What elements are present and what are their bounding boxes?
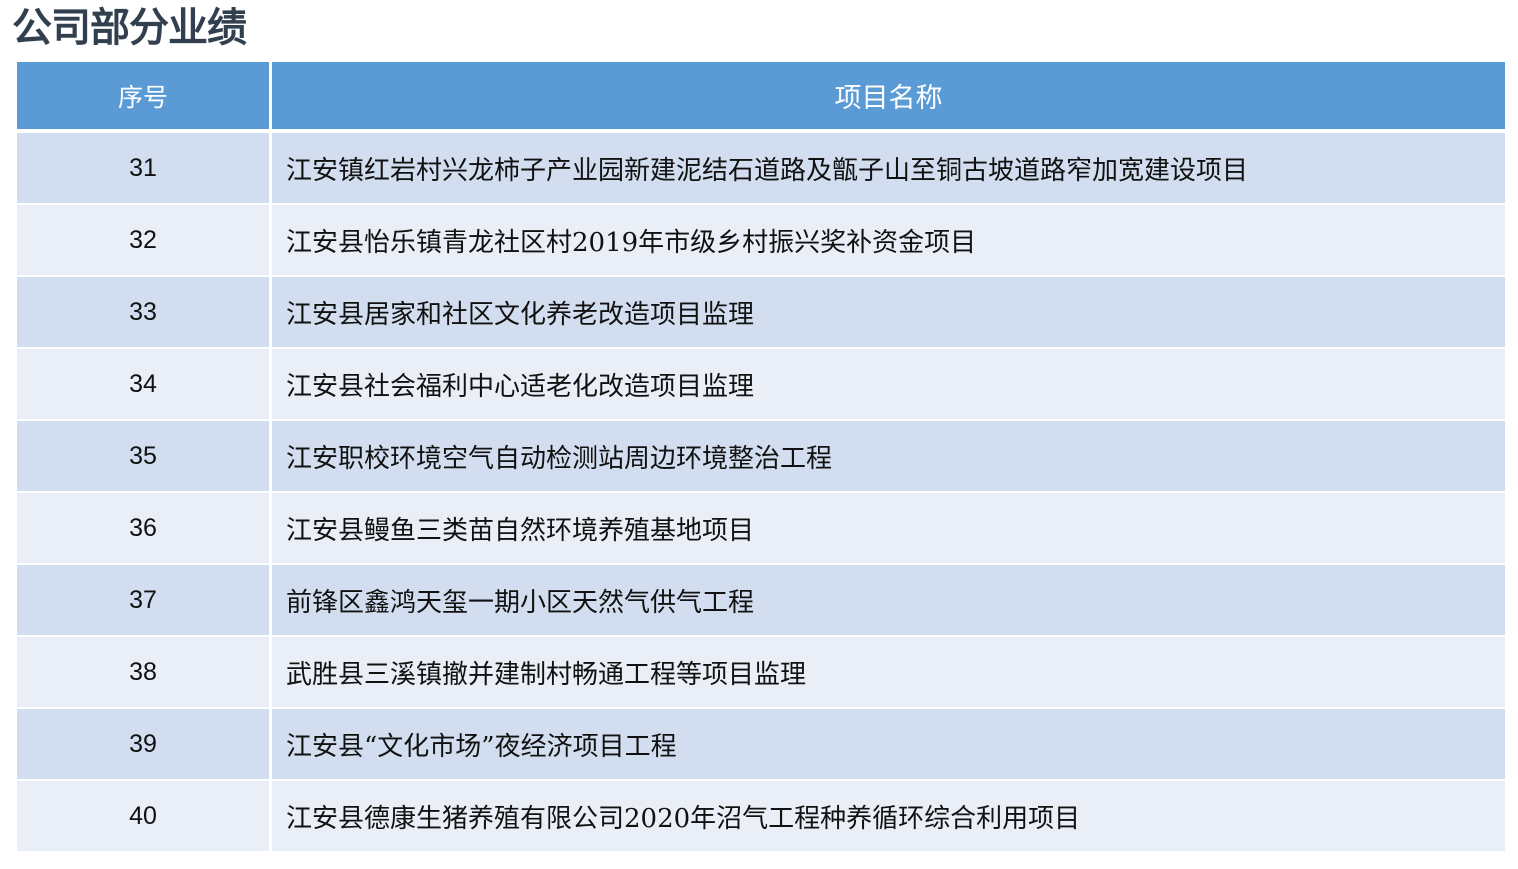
row-number: 36 [17, 493, 272, 565]
table-row: 39 江安县“文化市场”夜经济项目工程 [17, 709, 1505, 781]
row-number: 38 [17, 637, 272, 709]
row-number: 40 [17, 781, 272, 853]
row-number: 31 [17, 133, 272, 205]
row-project-name: 江安县居家和社区文化养老改造项目监理 [272, 277, 1505, 349]
table-row: 40 江安县德康生猪养殖有限公司2020年沼气工程种养循环综合利用项目 [17, 781, 1505, 853]
table-header-row: 序号 项目名称 [17, 62, 1505, 133]
row-project-name: 江安镇红岩村兴龙柿子产业园新建泥结石道路及甑子山至铜古坡道路窄加宽建设项目 [272, 133, 1505, 205]
row-number: 37 [17, 565, 272, 637]
projects-table: 序号 项目名称 31 江安镇红岩村兴龙柿子产业园新建泥结石道路及甑子山至铜古坡道路… [17, 62, 1505, 853]
row-project-name: 江安职校环境空气自动检测站周边环境整治工程 [272, 421, 1505, 493]
table-row: 35 江安职校环境空气自动检测站周边环境整治工程 [17, 421, 1505, 493]
row-project-name: 武胜县三溪镇撤并建制村畅通工程等项目监理 [272, 637, 1505, 709]
row-number: 33 [17, 277, 272, 349]
table-row: 31 江安镇红岩村兴龙柿子产业园新建泥结石道路及甑子山至铜古坡道路窄加宽建设项目 [17, 133, 1505, 205]
row-project-name: 江安县鳗鱼三类苗自然环境养殖基地项目 [272, 493, 1505, 565]
table-row: 38 武胜县三溪镇撤并建制村畅通工程等项目监理 [17, 637, 1505, 709]
table-row: 37 前锋区鑫鸿天玺一期小区天然气供气工程 [17, 565, 1505, 637]
row-project-name: 前锋区鑫鸿天玺一期小区天然气供气工程 [272, 565, 1505, 637]
header-project-name: 项目名称 [272, 62, 1505, 133]
page-title: 公司部分业绩 [12, 5, 247, 51]
row-number: 39 [17, 709, 272, 781]
header-number: 序号 [17, 62, 272, 133]
table-row: 33 江安县居家和社区文化养老改造项目监理 [17, 277, 1505, 349]
row-project-name: 江安县“文化市场”夜经济项目工程 [272, 709, 1505, 781]
row-number: 35 [17, 421, 272, 493]
row-project-name: 江安县德康生猪养殖有限公司2020年沼气工程种养循环综合利用项目 [272, 781, 1505, 853]
row-number: 34 [17, 349, 272, 421]
table-row: 34 江安县社会福利中心适老化改造项目监理 [17, 349, 1505, 421]
table-row: 36 江安县鳗鱼三类苗自然环境养殖基地项目 [17, 493, 1505, 565]
row-number: 32 [17, 205, 272, 277]
table-row: 32 江安县怡乐镇青龙社区村2019年市级乡村振兴奖补资金项目 [17, 205, 1505, 277]
row-project-name: 江安县社会福利中心适老化改造项目监理 [272, 349, 1505, 421]
row-project-name: 江安县怡乐镇青龙社区村2019年市级乡村振兴奖补资金项目 [272, 205, 1505, 277]
